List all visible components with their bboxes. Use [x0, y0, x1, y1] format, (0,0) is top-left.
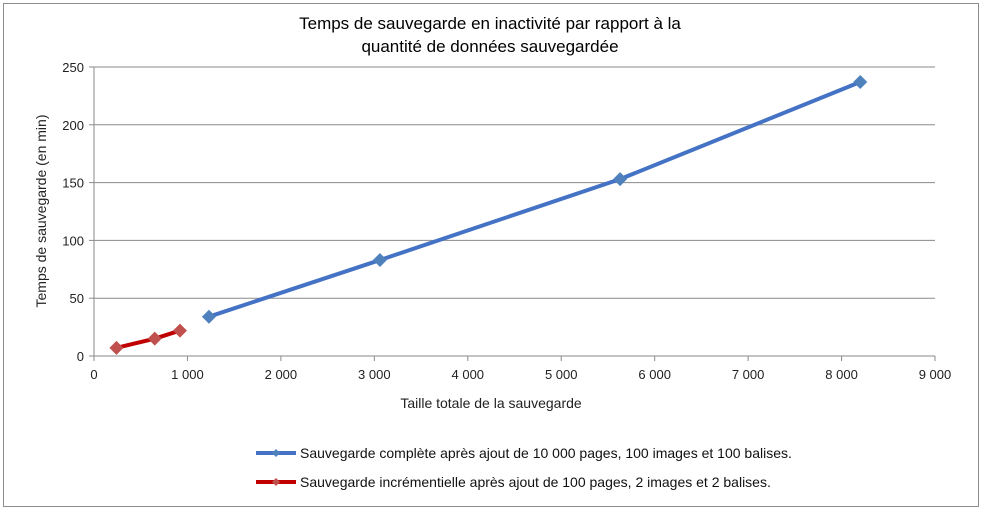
- y-tick-label-0: 0: [77, 349, 84, 364]
- y-axis-label: Temps de sauvegarde (en min): [33, 115, 49, 308]
- legend-marker-1: [272, 478, 280, 486]
- chart-title-line1: Temps de sauvegarde en inactivité par ra…: [299, 14, 681, 33]
- x-tick-label-8: 8 000: [825, 367, 858, 382]
- x-tick-label-3: 3 000: [358, 367, 391, 382]
- series-1-line: [115, 328, 181, 350]
- y-tick-label-2: 100: [62, 233, 84, 248]
- series-group: [109, 75, 868, 355]
- x-tick-labels: 0 1 000 2 000 3 000 4 000 5 000 6 000 7 000 8 00…: [90, 367, 951, 382]
- chart-title-line2: quantité de données sauvegardée: [361, 37, 618, 56]
- x-tick-label-4: 4 000: [452, 367, 485, 382]
- series-0-point-1: [372, 253, 387, 268]
- y-tick-label-5: 250: [62, 60, 84, 75]
- chart-frame: [3, 3, 979, 507]
- series-0-point-2: [613, 172, 628, 187]
- series-1-point-0: [109, 340, 124, 355]
- x-tick-label-6: 6 000: [638, 367, 671, 382]
- axes: [89, 66, 936, 361]
- y-tick-labels: 0 50 100 150 200 250: [62, 60, 84, 364]
- legend: Sauvegarde complète après ajout de 10 00…: [256, 445, 792, 490]
- legend-marker-0: [272, 449, 280, 457]
- series-0-point-0: [201, 309, 216, 324]
- series-0-point-3: [853, 75, 868, 90]
- legend-label-1: Sauvegarde incrémentielle après ajout de…: [300, 474, 771, 490]
- series-0-line: [208, 80, 861, 319]
- x-tick-label-7: 7 000: [732, 367, 765, 382]
- x-axis-label: Taille totale de la sauvegarde: [400, 395, 582, 411]
- x-tick-label-2: 2 000: [265, 367, 298, 382]
- y-tick-label-3: 150: [62, 176, 84, 191]
- series-1-point-1: [147, 331, 162, 346]
- x-tick-label-0: 0: [90, 367, 97, 382]
- x-tick-label-1: 1 000: [171, 367, 204, 382]
- x-tick-label-5: 5 000: [545, 367, 578, 382]
- y-tick-label-1: 50: [70, 291, 84, 306]
- gridlines: [94, 66, 935, 299]
- y-tick-label-4: 200: [62, 118, 84, 133]
- legend-label-0: Sauvegarde complète après ajout de 10 00…: [300, 445, 792, 461]
- x-tick-label-9: 9 000: [919, 367, 952, 382]
- series-1-point-2: [172, 323, 187, 338]
